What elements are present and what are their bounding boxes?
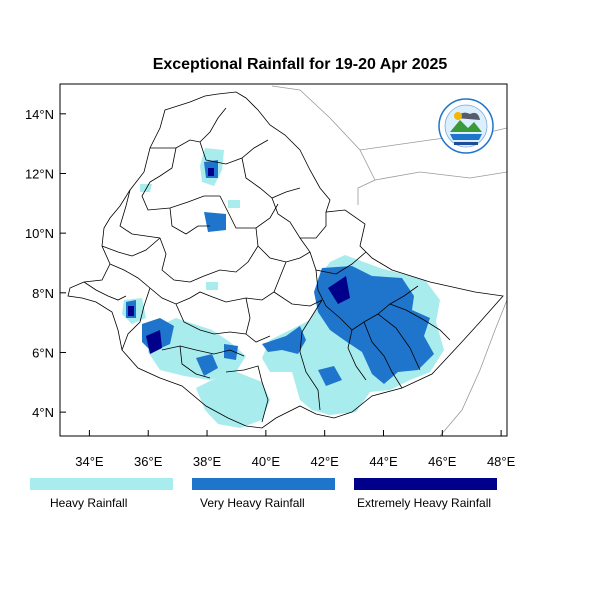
map-title: Exceptional Rainfall for 19-20 Apr 2025 — [152, 56, 448, 73]
x-tick-label: 40°E — [252, 454, 281, 469]
y-tick-label: 8°N — [32, 286, 54, 301]
x-tick-label: 34°E — [75, 454, 104, 469]
country-outline — [67, 91, 504, 429]
legend-label-very-heavy: Very Heavy Rainfall — [200, 496, 305, 510]
y-tick-label: 4°N — [32, 405, 54, 420]
map-frame — [59, 83, 508, 437]
x-tick-label: 38°E — [193, 454, 222, 469]
extremely-heavy-rainfall-area — [128, 168, 350, 354]
x-tick-label: 42°E — [310, 454, 339, 469]
y-tick-label: 6°N — [32, 345, 54, 360]
legend-swatch-heavy — [30, 478, 173, 490]
legend-swatch-very-heavy — [192, 478, 335, 490]
y-tick-label: 12°N — [25, 166, 54, 181]
legend-label-heavy: Heavy Rainfall — [50, 496, 128, 510]
x-tick-label: 48°E — [487, 454, 516, 469]
x-tick-label: 44°E — [369, 454, 398, 469]
legend-label-extremely-heavy: Extremely Heavy Rainfall — [357, 496, 492, 510]
x-tick-label: 46°E — [428, 454, 457, 469]
y-tick-label: 10°N — [25, 226, 54, 241]
meteorology-agency-logo — [438, 98, 494, 154]
y-tick-label: 14°N — [25, 107, 54, 122]
x-axis-ticks: 34°E 36°E 38°E 40°E 42°E 44°E 46°E 48°E — [75, 430, 516, 469]
legend-swatch-extremely-heavy — [354, 478, 497, 490]
ethiopia-boundaries — [67, 91, 504, 429]
y-axis-ticks: 4°N 6°N 8°N 10°N 12°N 14°N — [25, 107, 66, 420]
x-tick-label: 36°E — [134, 454, 163, 469]
